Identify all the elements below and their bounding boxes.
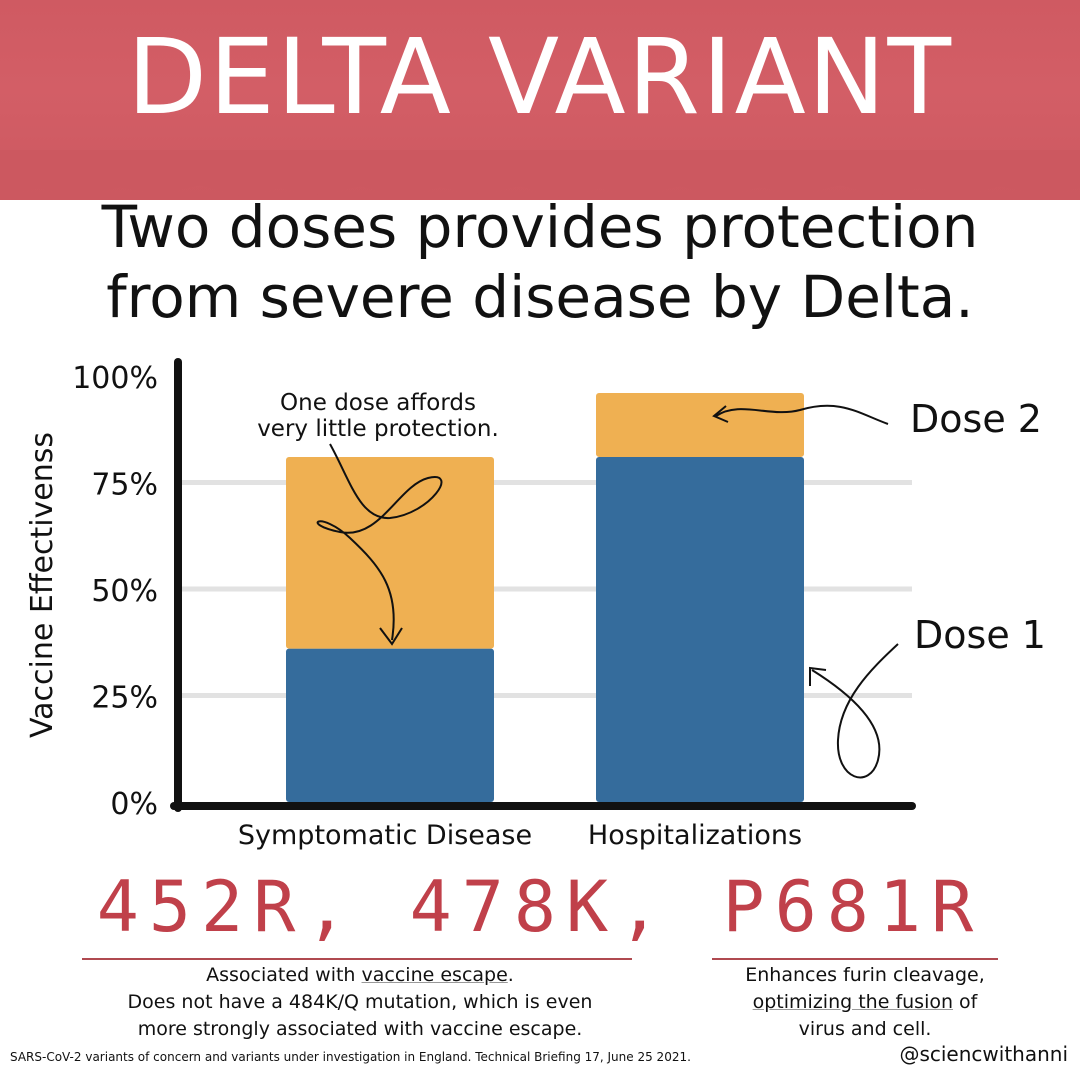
y-tick-label: 75% [91, 468, 158, 503]
bar-dose-2-hospitalizations [596, 393, 804, 457]
y-tick-label: 0% [110, 787, 158, 822]
dose2-pointer-arrowhead-icon [712, 405, 729, 423]
bar-dose-1-hospitalizations [596, 456, 804, 802]
note-left-line-1: Associated with vaccine escape. [40, 962, 680, 989]
right-divider [712, 958, 998, 960]
banner-torn-edge [0, 150, 1080, 197]
note-left-prefix: Associated with [206, 964, 362, 986]
note-left-highlight: vaccine escape [361, 964, 508, 986]
annotation-line-1: One dose affords [280, 390, 476, 416]
note-right-line-3: virus and cell. [798, 1018, 932, 1040]
y-tick-labels: 0% 25% 50% 75% 100% [72, 361, 158, 822]
headline-line-1: Two doses provides protection [101, 193, 979, 261]
note-left-line-3: more strongly associated with vaccine es… [137, 1018, 583, 1040]
author-handle: @sciencwithanni [899, 1042, 1068, 1066]
bars [286, 393, 804, 802]
y-tick-label: 100% [72, 361, 158, 396]
note-left-line-2: Does not have a 484K/Q mutation, which i… [127, 991, 593, 1013]
headline: Two doses provides protection from sever… [20, 192, 1060, 332]
x-tick-label: Hospitalizations [588, 820, 802, 851]
dose2-pointer-arrow-icon [715, 404, 889, 425]
note-left-suffix: . [507, 964, 514, 986]
note-vaccine-escape: Associated with vaccine escape. Does not… [40, 962, 680, 1043]
mutation-list: 452R, 478K, P681R [96, 866, 984, 948]
y-tick-label: 25% [91, 681, 158, 716]
note-furin-cleavage: Enhances furin cleavage, optimizing the … [700, 962, 1030, 1043]
note-right-line-2: optimizing the fusion of [700, 989, 1030, 1016]
x-tick-label: Symptomatic Disease [238, 820, 532, 851]
note-right-line-1: Enhances furin cleavage, [745, 964, 985, 986]
left-divider [82, 958, 632, 960]
page-title: DELTA VARIANT [126, 16, 954, 138]
annotation-arrow-icon [316, 443, 443, 641]
annotation-line-2: very little protection. [257, 416, 499, 442]
legend-dose-1: Dose 1 [914, 613, 1046, 657]
headline-line-2: from severe disease by Delta. [106, 263, 974, 331]
vaccine-effectiveness-chart: 0% 25% 50% 75% 100% Symptomatic Disease Hospi… [25, 358, 1046, 851]
bar-dose-2-symptomatic-disease [286, 456, 494, 649]
dose1-pointer-arrow-icon [811, 643, 899, 779]
source-citation: SARS-CoV-2 variants of concern and varia… [10, 1050, 691, 1064]
note-right-suffix: of [953, 991, 978, 1013]
legend-dose-2: Dose 2 [910, 397, 1042, 441]
dose1-pointer-arrowhead-icon [809, 666, 827, 686]
x-tick-labels: Symptomatic Disease Hospitalizations [238, 820, 802, 851]
bar-dose-1-symptomatic-disease [286, 648, 494, 802]
note-right-highlight: optimizing the fusion [752, 991, 954, 1013]
annotation-arrowhead-icon [379, 627, 403, 646]
y-tick-label: 50% [91, 574, 158, 609]
y-axis-label: Vaccine Effectivenss [25, 432, 60, 738]
